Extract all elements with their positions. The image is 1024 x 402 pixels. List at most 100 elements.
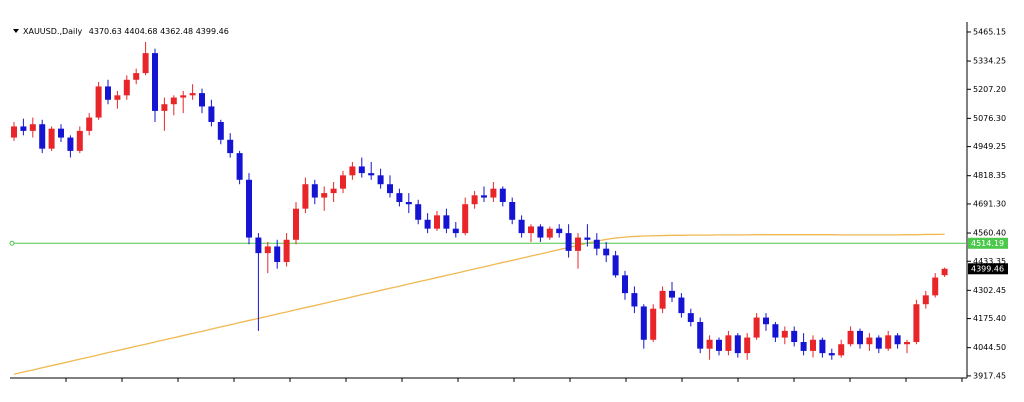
candle-body bbox=[791, 330, 798, 342]
candle-body bbox=[941, 268, 948, 276]
line-anchor bbox=[9, 240, 15, 246]
candle-body bbox=[518, 219, 525, 234]
candle-body bbox=[321, 193, 328, 198]
close-value: 4399.46 bbox=[196, 27, 229, 36]
candle-body bbox=[772, 324, 779, 338]
candle-body bbox=[697, 322, 704, 349]
y-tick-label: 4560.40 bbox=[973, 229, 1006, 238]
candle-body bbox=[123, 79, 130, 96]
candle-body bbox=[246, 179, 252, 238]
candle-body bbox=[368, 173, 375, 176]
candle-body bbox=[349, 166, 356, 176]
candle-body bbox=[481, 195, 487, 198]
candle-body bbox=[922, 295, 929, 305]
y-tick-label: 4302.45 bbox=[973, 286, 1006, 295]
candle-body bbox=[462, 204, 469, 234]
candle-body bbox=[377, 175, 384, 185]
candle-body bbox=[452, 228, 459, 234]
candle-body bbox=[67, 137, 74, 151]
candle-body bbox=[894, 335, 901, 345]
candle-body bbox=[76, 130, 83, 151]
candle-body bbox=[236, 153, 243, 180]
candle-body bbox=[264, 246, 271, 254]
candle-body bbox=[227, 139, 234, 154]
candle-body bbox=[274, 246, 281, 262]
candle-body bbox=[546, 228, 553, 238]
candle-body bbox=[11, 126, 17, 138]
candle-body bbox=[434, 215, 440, 229]
candle-body bbox=[932, 277, 939, 296]
candle-body bbox=[509, 202, 516, 220]
y-tick-label: 5465.15 bbox=[973, 27, 1006, 36]
y-tick-label: 4175.40 bbox=[973, 314, 1006, 323]
candle-body bbox=[189, 93, 196, 96]
candle-body bbox=[142, 53, 149, 74]
symbol: XAUUSD.,Daily bbox=[23, 27, 82, 36]
y-tick-label: 4044.50 bbox=[973, 343, 1006, 352]
candle-body bbox=[838, 344, 845, 356]
candle-body bbox=[58, 128, 64, 138]
candle-body bbox=[396, 193, 403, 202]
last-price-bg bbox=[968, 263, 1008, 275]
candle-body bbox=[340, 175, 346, 189]
candle-body bbox=[669, 290, 675, 298]
y-tick-label: 4818.35 bbox=[973, 171, 1006, 180]
candle-body bbox=[810, 339, 816, 351]
candle-body bbox=[283, 239, 290, 262]
chart-header: XAUUSD.,Daily 4370.63 4404.68 4362.48 43… bbox=[23, 27, 229, 36]
candle-body bbox=[29, 124, 36, 131]
candle-body bbox=[152, 53, 158, 111]
y-tick-label: 4949.25 bbox=[973, 142, 1006, 151]
candle-body bbox=[255, 237, 262, 254]
y-tick-label: 5207.20 bbox=[973, 85, 1006, 94]
candle-body bbox=[39, 124, 46, 149]
candle-body bbox=[612, 255, 619, 276]
candle-body bbox=[875, 337, 882, 349]
y-tick-label: 4433.35 bbox=[973, 257, 1006, 266]
candle-body bbox=[800, 342, 807, 351]
candle-body bbox=[358, 166, 365, 174]
candle-body bbox=[575, 237, 581, 251]
candle-body bbox=[650, 308, 657, 340]
candle-body bbox=[133, 73, 140, 80]
candle-body bbox=[622, 275, 628, 294]
low-value: 4362.48 bbox=[160, 27, 193, 36]
y-tick-label: 4691.30 bbox=[973, 199, 1006, 208]
candle-body bbox=[490, 188, 497, 198]
candle-body bbox=[819, 339, 826, 354]
candle-body bbox=[311, 184, 318, 198]
candle-body bbox=[180, 95, 187, 98]
candle-body bbox=[95, 86, 102, 118]
candle-body bbox=[537, 226, 544, 238]
candle-body bbox=[706, 339, 713, 349]
candle-body bbox=[208, 106, 215, 122]
candle-body bbox=[687, 313, 694, 322]
candle-body bbox=[885, 335, 892, 349]
open-value: 4370.63 bbox=[89, 27, 122, 36]
candle-body bbox=[443, 215, 450, 229]
candle-body bbox=[499, 188, 506, 202]
candle-body bbox=[678, 297, 685, 314]
candle-body bbox=[170, 97, 177, 105]
hline-label: 4514.19 bbox=[971, 239, 1004, 248]
candle-body bbox=[20, 126, 27, 131]
candle-body bbox=[857, 330, 863, 345]
candle-body bbox=[593, 239, 600, 249]
candle-body bbox=[725, 335, 732, 351]
candle-body bbox=[86, 117, 93, 131]
candle-body bbox=[763, 317, 769, 325]
candle-body bbox=[199, 93, 205, 107]
candle-body bbox=[584, 237, 591, 240]
y-tick-label: 5076.30 bbox=[973, 114, 1006, 123]
candle-body bbox=[781, 330, 788, 338]
candle-body bbox=[415, 204, 422, 220]
y-tick-label: 5334.25 bbox=[973, 57, 1006, 66]
candle-body bbox=[387, 184, 393, 194]
candle-body bbox=[556, 228, 563, 234]
candle-body bbox=[471, 195, 478, 205]
moving-average bbox=[13, 233, 945, 375]
candle-body bbox=[105, 86, 111, 100]
candle-body bbox=[293, 208, 299, 240]
candle-body bbox=[904, 342, 910, 345]
